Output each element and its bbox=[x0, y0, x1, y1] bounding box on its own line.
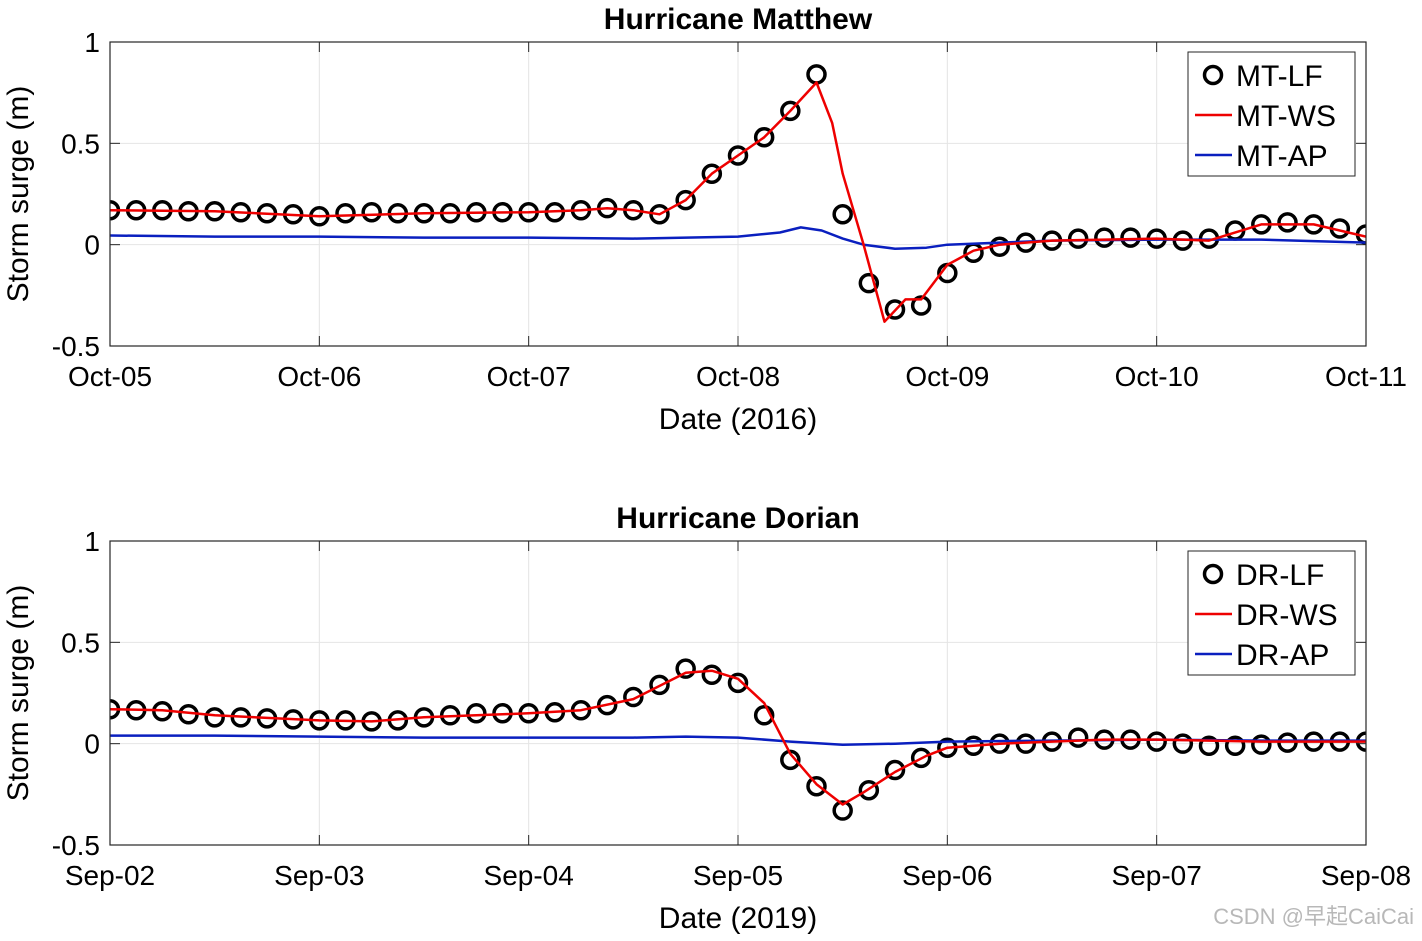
data-point-dr-lf bbox=[753, 705, 775, 726]
data-point-dr-lf bbox=[1172, 733, 1194, 754]
y-tick-label: -0.5 bbox=[52, 331, 100, 362]
data-point-dr-lf bbox=[675, 658, 696, 679]
data-point-dr-lf bbox=[858, 780, 880, 801]
y-tick-label: 0 bbox=[84, 230, 100, 261]
legend-label: MT-AP bbox=[1236, 140, 1328, 173]
x-tick-label: Oct-07 bbox=[487, 361, 571, 392]
data-point-mt-lf bbox=[701, 163, 723, 184]
legend-marker-mt-lf bbox=[1202, 64, 1224, 86]
data-point-mt-lf bbox=[832, 204, 853, 225]
x-tick-label: Oct-05 bbox=[68, 361, 152, 392]
y-tick-label: 0.5 bbox=[61, 128, 100, 159]
data-point-mt-lf bbox=[884, 299, 906, 320]
data-point-mt-lf bbox=[1094, 227, 1115, 248]
legend-label: DR-LF bbox=[1236, 559, 1324, 592]
data-point-mt-lf bbox=[753, 127, 775, 148]
watermark: CSDN @早起CaiCai bbox=[1213, 904, 1414, 929]
data-point-dr-lf bbox=[204, 707, 225, 728]
plot-data bbox=[110, 64, 1366, 323]
x-axis-label: Date (2016) bbox=[659, 403, 817, 436]
x-axis-label: Date (2019) bbox=[659, 902, 817, 935]
data-point-mt-lf bbox=[335, 203, 356, 224]
y-tick-label: -0.5 bbox=[52, 830, 100, 861]
data-point-mt-lf bbox=[675, 189, 696, 211]
plot-data bbox=[110, 658, 1366, 821]
chart-panel-dorian: Sep-02 Sep-03 Sep-04 Sep-05 Sep-06 Sep-07 Sep-… bbox=[2, 502, 1411, 935]
x-tick-label: Sep-04 bbox=[484, 860, 574, 891]
data-point-dr-lf bbox=[701, 664, 723, 686]
x-tick-label: Sep-05 bbox=[693, 860, 783, 891]
data-point-mt-lf bbox=[1277, 212, 1298, 233]
legend-label: MT-LF bbox=[1236, 60, 1323, 93]
data-point-dr-lf bbox=[884, 759, 906, 781]
data-point-mt-lf bbox=[649, 204, 670, 225]
chart-title: Hurricane Matthew bbox=[604, 3, 873, 36]
y-tick-label: 0.5 bbox=[61, 627, 100, 658]
data-point-dr-lf bbox=[1198, 735, 1220, 756]
data-point-dr-lf bbox=[1251, 734, 1272, 755]
y-tick-label: 0 bbox=[84, 729, 100, 760]
legend-label: DR-WS bbox=[1236, 599, 1338, 632]
y-tick-label: 1 bbox=[84, 27, 100, 58]
data-point-dr-lf bbox=[1067, 727, 1089, 748]
data-point-dr-lf bbox=[727, 672, 749, 694]
series-line-dr-ws bbox=[110, 669, 1366, 806]
x-tick-label: Sep-02 bbox=[65, 860, 155, 891]
x-tick-label: Oct-06 bbox=[277, 361, 361, 392]
data-point-mt-lf bbox=[361, 201, 382, 223]
y-axis-label: Storm surge (m) bbox=[2, 86, 35, 303]
x-tick-label: Oct-08 bbox=[696, 361, 780, 392]
data-point-dr-lf bbox=[806, 775, 827, 797]
legend: MT-LF MT-WS MT-AP bbox=[1187, 51, 1356, 177]
data-point-mt-lf bbox=[1067, 228, 1089, 249]
x-tick-label: Sep-07 bbox=[1112, 860, 1202, 891]
y-axis-label: Storm surge (m) bbox=[2, 585, 35, 802]
legend-label: MT-WS bbox=[1236, 100, 1336, 133]
data-point-dr-lf bbox=[649, 674, 670, 696]
legend-label: DR-AP bbox=[1236, 639, 1329, 672]
legend: DR-LF DR-WS DR-AP bbox=[1187, 550, 1356, 676]
x-tick-label: Oct-11 bbox=[1325, 361, 1407, 392]
data-point-dr-lf bbox=[832, 800, 853, 821]
chart-panel-matthew: Oct-05 Oct-06 Oct-07 Oct-08 Oct-09 Oct-10 Oct-… bbox=[2, 3, 1407, 436]
data-point-dr-lf bbox=[596, 694, 618, 716]
chart-title: Hurricane Dorian bbox=[616, 502, 859, 535]
series-line-mt-ws bbox=[110, 81, 1366, 323]
data-point-dr-lf bbox=[1224, 735, 1246, 756]
data-point-mt-lf bbox=[780, 100, 801, 122]
data-point-dr-lf bbox=[910, 747, 932, 769]
data-point-dr-lf bbox=[1146, 731, 1167, 752]
x-tick-label: Oct-10 bbox=[1115, 361, 1199, 392]
legend-marker-dr-lf bbox=[1202, 563, 1224, 585]
x-tick-label: Sep-06 bbox=[902, 860, 992, 891]
data-point-mt-lf bbox=[1120, 227, 1141, 248]
data-point-dr-lf bbox=[466, 703, 487, 724]
data-point-mt-lf bbox=[727, 145, 749, 166]
x-tick-label: Sep-03 bbox=[274, 860, 364, 891]
y-tick-label: 1 bbox=[84, 526, 100, 557]
x-tick-label: Oct-09 bbox=[905, 361, 989, 392]
x-tick-label: Sep-08 bbox=[1321, 860, 1411, 891]
data-point-dr-lf bbox=[623, 686, 644, 708]
data-point-mt-lf bbox=[858, 272, 880, 294]
data-point-mt-lf bbox=[910, 295, 932, 316]
